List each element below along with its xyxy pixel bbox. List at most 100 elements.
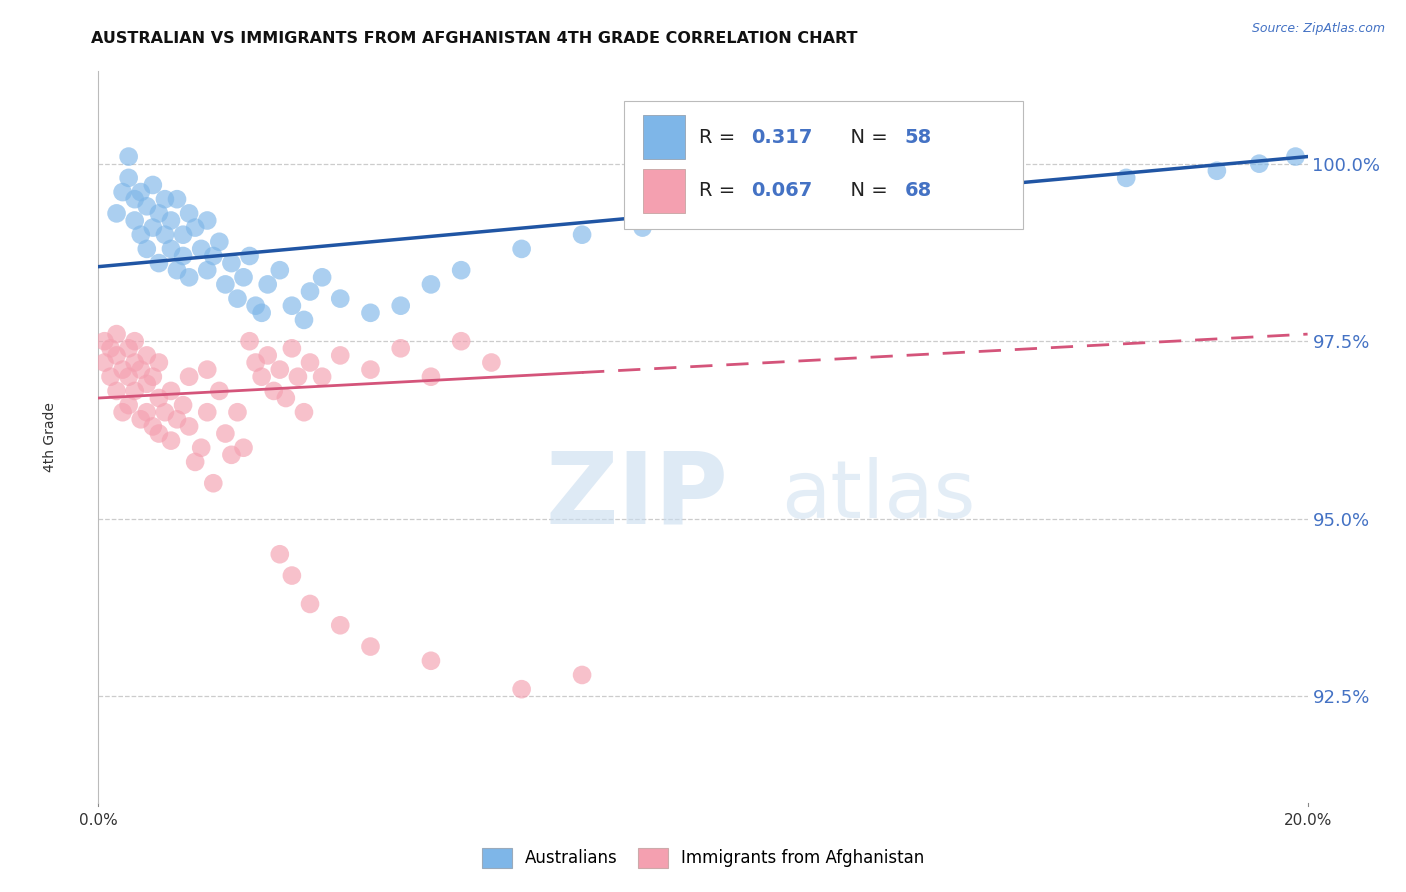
Point — [389, 299, 412, 313]
Text: R =: R = — [699, 181, 742, 200]
Point — [360, 362, 382, 376]
Point — [118, 170, 141, 185]
Point — [752, 206, 775, 220]
Point — [195, 263, 218, 277]
Point — [124, 384, 146, 398]
Point — [281, 299, 304, 313]
Text: 20.0%: 20.0% — [1284, 814, 1331, 829]
Point — [166, 412, 188, 426]
Point — [263, 384, 285, 398]
Point — [118, 150, 141, 164]
Point — [179, 369, 201, 384]
Point — [360, 306, 382, 320]
Point — [105, 384, 128, 398]
Point — [135, 376, 157, 391]
Point — [172, 398, 194, 412]
Point — [269, 547, 291, 561]
Point — [420, 369, 443, 384]
Bar — [643, 169, 685, 212]
Point — [184, 455, 207, 469]
Point — [153, 405, 176, 419]
Point — [179, 206, 201, 220]
Text: Source: ZipAtlas.com: Source: ZipAtlas.com — [1251, 22, 1385, 36]
Point — [142, 178, 165, 192]
Point — [105, 348, 128, 362]
Text: N =: N = — [838, 128, 894, 146]
Point — [135, 405, 157, 419]
Point — [105, 327, 128, 342]
Text: 0.317: 0.317 — [751, 128, 813, 146]
Point — [510, 682, 533, 697]
Point — [311, 270, 333, 285]
Point — [631, 220, 654, 235]
Point — [135, 199, 157, 213]
Point — [100, 341, 122, 355]
Point — [571, 227, 593, 242]
Point — [214, 426, 236, 441]
Point — [221, 448, 243, 462]
Point — [111, 405, 134, 419]
Point — [232, 270, 254, 285]
Point — [269, 263, 291, 277]
Point — [129, 185, 152, 199]
Point — [129, 362, 152, 376]
Point — [389, 341, 412, 355]
Legend: Australians, Immigrants from Afghanistan: Australians, Immigrants from Afghanistan — [475, 841, 931, 875]
Point — [1206, 163, 1229, 178]
Point — [269, 362, 291, 376]
Point — [281, 341, 304, 355]
Point — [118, 369, 141, 384]
Point — [256, 277, 278, 292]
Point — [142, 220, 165, 235]
Point — [135, 348, 157, 362]
Point — [172, 249, 194, 263]
Point — [100, 369, 122, 384]
Point — [148, 206, 170, 220]
Point — [994, 185, 1017, 199]
Point — [142, 419, 165, 434]
Point — [153, 192, 176, 206]
Point — [124, 334, 146, 349]
Point — [124, 355, 146, 369]
Bar — [643, 115, 685, 159]
Point — [281, 568, 304, 582]
Point — [124, 213, 146, 227]
Point — [292, 405, 315, 419]
Point — [873, 192, 896, 206]
Point — [195, 405, 218, 419]
Point — [221, 256, 243, 270]
Point — [481, 355, 503, 369]
Point — [190, 242, 212, 256]
Point — [226, 405, 249, 419]
Point — [160, 384, 183, 398]
Point — [190, 441, 212, 455]
Point — [208, 384, 231, 398]
Point — [148, 355, 170, 369]
Point — [245, 299, 267, 313]
Point — [160, 242, 183, 256]
Point — [214, 277, 236, 292]
Point — [184, 220, 207, 235]
Text: 68: 68 — [905, 181, 932, 200]
Point — [208, 235, 231, 249]
Point — [148, 256, 170, 270]
Point — [420, 654, 443, 668]
Point — [420, 277, 443, 292]
Point — [299, 597, 322, 611]
Bar — [624, 101, 1024, 228]
Point — [239, 334, 262, 349]
Point — [571, 668, 593, 682]
Text: ZIP: ZIP — [546, 447, 728, 544]
Point — [287, 369, 309, 384]
Text: AUSTRALIAN VS IMMIGRANTS FROM AFGHANISTAN 4TH GRADE CORRELATION CHART: AUSTRALIAN VS IMMIGRANTS FROM AFGHANISTA… — [91, 31, 858, 46]
Point — [153, 227, 176, 242]
Point — [135, 242, 157, 256]
Point — [311, 369, 333, 384]
Text: R =: R = — [699, 128, 742, 146]
Point — [129, 412, 152, 426]
Point — [93, 355, 115, 369]
Point — [160, 434, 183, 448]
Point — [510, 242, 533, 256]
Text: N =: N = — [838, 181, 894, 200]
Point — [166, 263, 188, 277]
